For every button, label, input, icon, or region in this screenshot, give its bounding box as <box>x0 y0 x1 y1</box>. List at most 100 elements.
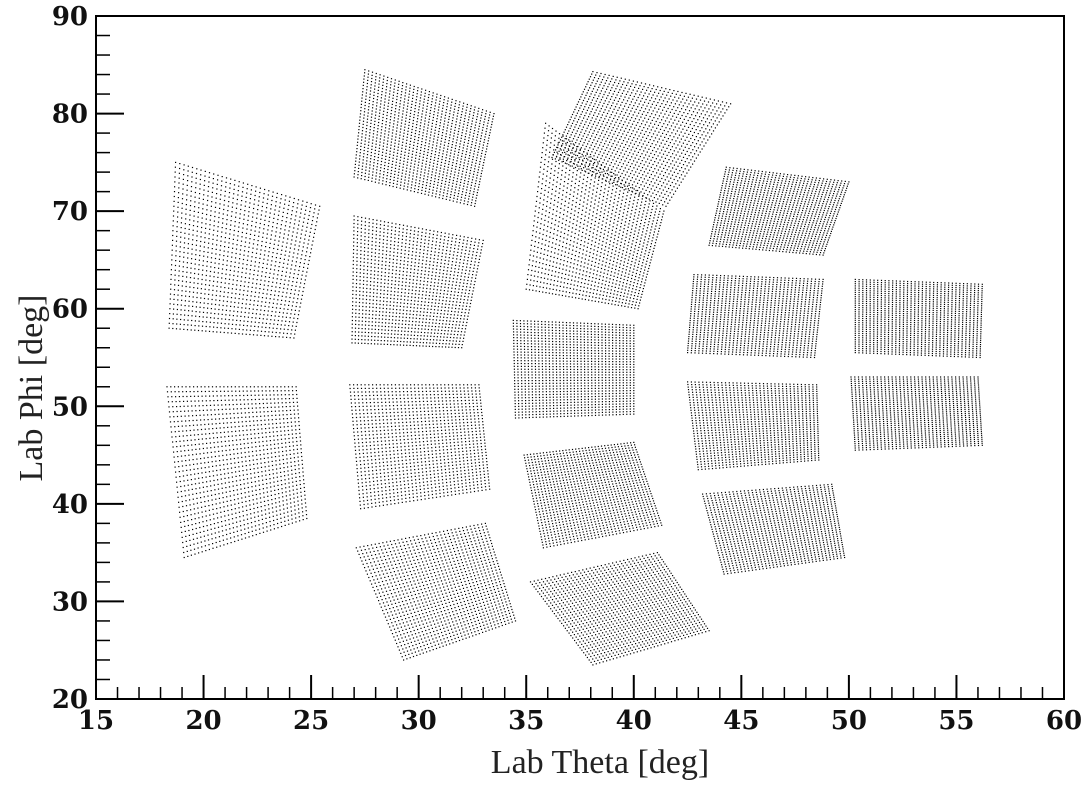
data-point <box>273 323 275 325</box>
data-point <box>251 225 253 227</box>
data-point <box>249 425 251 427</box>
data-point <box>356 268 358 270</box>
data-point <box>385 89 387 91</box>
data-point <box>251 446 253 448</box>
data-point <box>267 411 269 413</box>
data-point <box>251 526 253 528</box>
data-point <box>193 220 195 222</box>
data-point <box>362 287 364 289</box>
data-point <box>441 279 443 281</box>
data-point <box>287 425 289 428</box>
data-point <box>255 403 257 405</box>
data-point <box>293 202 295 204</box>
data-point <box>287 234 289 236</box>
data-point <box>249 464 251 466</box>
data-point <box>452 304 454 306</box>
data-point <box>435 241 437 243</box>
data-point <box>483 124 485 126</box>
data-point <box>284 390 286 392</box>
data-point <box>364 239 366 241</box>
data-point <box>234 225 236 227</box>
data-point <box>368 135 371 137</box>
data-point <box>171 244 173 246</box>
data-point <box>173 451 175 453</box>
data-point <box>409 112 412 114</box>
data-point <box>446 270 448 272</box>
data-point <box>169 416 171 418</box>
data-point <box>350 395 352 397</box>
data-point <box>413 166 415 168</box>
data-point <box>472 156 474 158</box>
data-point <box>314 204 317 206</box>
data-point <box>375 230 377 232</box>
data-point <box>429 264 431 266</box>
data-point <box>244 241 247 243</box>
data-point <box>420 94 422 96</box>
data-point <box>191 410 193 412</box>
data-point <box>449 134 451 136</box>
data-point <box>198 259 200 261</box>
data-point <box>186 266 188 269</box>
data-point <box>410 271 412 274</box>
data-point <box>274 447 276 449</box>
data-point <box>183 319 185 321</box>
data-point <box>212 508 214 510</box>
data-point <box>482 147 484 149</box>
data-point <box>470 263 472 266</box>
data-point <box>176 235 178 237</box>
data-point <box>464 253 466 255</box>
data-point <box>187 484 189 486</box>
data-point <box>370 281 372 283</box>
data-point <box>416 145 418 148</box>
data-point <box>473 287 475 289</box>
data-point <box>425 229 427 231</box>
data-point <box>414 296 416 299</box>
data-point <box>214 308 216 310</box>
data-point <box>399 162 401 164</box>
data-point <box>216 469 218 472</box>
data-point <box>399 131 401 133</box>
data-point <box>219 507 221 509</box>
data-point <box>362 156 365 158</box>
data-point <box>397 241 399 243</box>
data-point <box>301 250 304 252</box>
data-point <box>220 189 222 191</box>
data-point <box>169 421 172 423</box>
data-point <box>196 240 198 242</box>
data-point <box>215 253 217 255</box>
data-point <box>454 189 456 191</box>
data-point <box>242 267 244 269</box>
data-point <box>190 395 192 397</box>
data-point <box>225 445 227 447</box>
data-point <box>261 205 263 208</box>
data-point <box>403 101 405 103</box>
data-point <box>380 220 382 222</box>
data-point <box>192 229 194 231</box>
data-point <box>385 257 387 259</box>
data-point <box>448 307 450 309</box>
data-point <box>399 187 401 189</box>
data-point <box>173 191 176 193</box>
data-point <box>305 275 307 277</box>
data-point <box>423 126 425 128</box>
data-point <box>456 255 458 257</box>
data-point <box>444 117 446 119</box>
data-point <box>467 260 469 262</box>
data-point <box>409 84 411 86</box>
data-point <box>251 407 253 409</box>
data-point <box>379 307 381 309</box>
data-point <box>389 185 391 187</box>
data-point <box>242 182 244 184</box>
data-point <box>287 328 289 331</box>
data-point <box>432 295 434 297</box>
data-point <box>377 263 380 265</box>
data-point <box>351 327 353 329</box>
data-point <box>423 150 425 153</box>
data-point <box>460 255 462 257</box>
data-point <box>193 287 195 289</box>
data-point <box>234 466 236 468</box>
data-point <box>394 173 396 175</box>
data-point <box>420 192 423 194</box>
data-point <box>477 131 479 133</box>
data-point <box>246 299 248 301</box>
